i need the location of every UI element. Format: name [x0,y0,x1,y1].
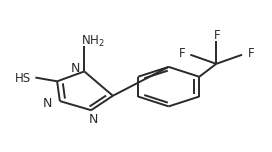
Text: N: N [43,97,52,110]
Text: NH$_2$: NH$_2$ [81,33,104,49]
Text: N: N [70,62,80,75]
Text: HS: HS [15,72,31,85]
Text: F: F [214,29,221,42]
Text: N: N [89,113,98,126]
Text: F: F [248,47,254,60]
Text: F: F [178,47,185,60]
